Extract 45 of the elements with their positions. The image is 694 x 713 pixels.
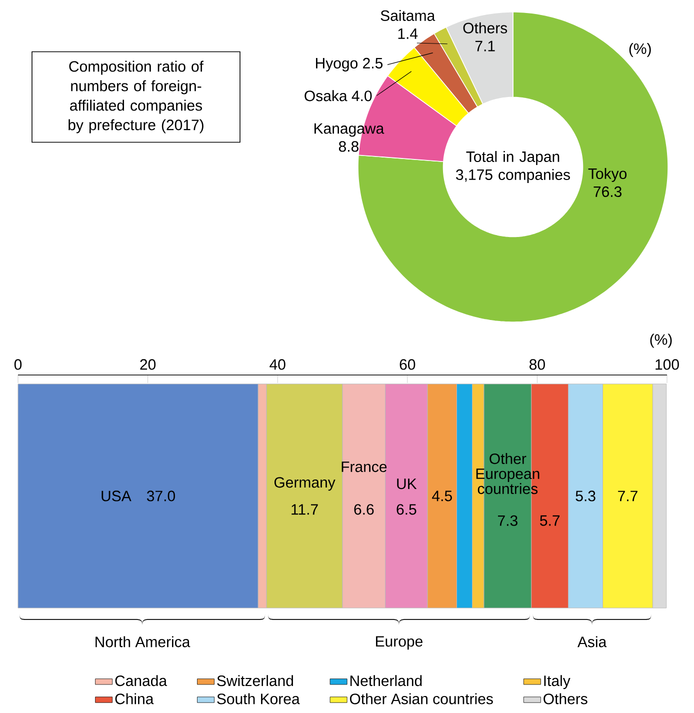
legend-label: South Korea <box>217 693 300 704</box>
data-label: 7.1 <box>475 40 495 52</box>
data-label: 7.7 <box>618 490 638 502</box>
x-tick-label: 100 <box>656 359 679 370</box>
x-tick-label: 80 <box>530 359 545 370</box>
data-label: 7.3 <box>498 515 518 526</box>
legend-label: Other Asian countries <box>350 693 493 704</box>
legend-label: Italy <box>544 675 570 690</box>
slice-label: Tokyo <box>588 168 627 182</box>
legend-label: Netherland <box>350 675 422 686</box>
x-tick-label: 20 <box>140 359 156 370</box>
data-label: 6.5 <box>396 504 416 515</box>
text: Total in Japan 3,175 companies <box>456 150 570 183</box>
x-tick-label: 0 <box>14 359 22 370</box>
x-tick-label: 60 <box>400 359 416 370</box>
series-label: France <box>342 462 387 472</box>
slice-label: Hyogo <box>316 58 358 72</box>
slice-label: Saitama <box>380 10 436 21</box>
slice-label: Others <box>463 22 508 34</box>
data-label: 4.0 <box>352 90 372 102</box>
data-label: 4.5 <box>432 490 452 502</box>
slice-label: Osaka <box>304 90 348 102</box>
series-label: USA <box>102 490 132 502</box>
legend-label: Others <box>544 693 588 704</box>
data-label: 5.7 <box>540 515 560 526</box>
data-label: 1.4 <box>398 28 418 39</box>
legend-label: China <box>115 693 154 704</box>
legend-label: Switzerland <box>217 675 294 686</box>
data-label: 37.0 <box>146 490 175 502</box>
data-label: 8.8 <box>338 141 358 152</box>
data-label: 6.6 <box>354 504 374 515</box>
series-label: UK <box>397 478 417 490</box>
data-label: 2.5 <box>363 58 383 69</box>
legend-label: Canada <box>115 675 168 686</box>
data-label: 5.3 <box>576 490 596 502</box>
x-axis-title: (%) <box>650 334 672 348</box>
series-label: Germany <box>274 477 336 491</box>
text: North America <box>96 636 190 648</box>
x-tick-label: 40 <box>270 359 286 370</box>
text: Europe <box>376 636 422 650</box>
data-label: 76.3 <box>594 186 622 197</box>
text: Asia <box>577 636 607 648</box>
text: Composition ratio of numbers of foreign-affiliated companies by prefecture (2017) <box>68 60 204 134</box>
data-label: 11.7 <box>292 504 318 515</box>
text: (%) <box>629 42 651 57</box>
